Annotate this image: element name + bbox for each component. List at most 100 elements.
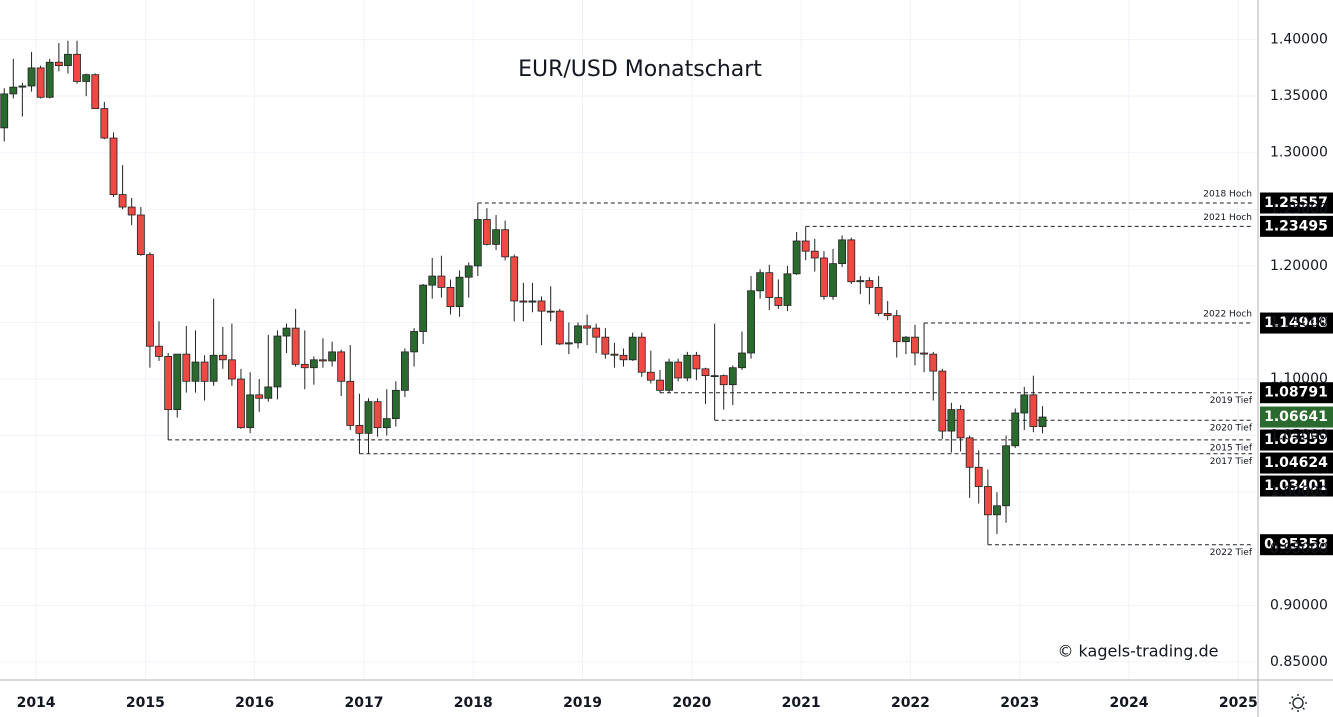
candle-body <box>382 418 391 429</box>
candle-body <box>983 486 992 516</box>
candle-body <box>646 371 655 381</box>
candle-body <box>1011 412 1020 447</box>
candle-body <box>601 336 610 355</box>
candle-body <box>9 86 18 95</box>
candle-body <box>373 401 382 429</box>
candle-body <box>455 276 464 308</box>
candle-body <box>738 352 746 369</box>
level-label: 2017 Tief <box>1210 457 1253 467</box>
candle-body <box>309 359 318 369</box>
candle-body <box>100 108 109 139</box>
candle-body <box>218 354 227 361</box>
candle-body <box>255 394 264 399</box>
candle-body <box>783 273 792 306</box>
settings-icon[interactable] <box>1289 694 1307 712</box>
x-tick-label: 2018 <box>454 695 493 711</box>
candle-body <box>993 505 1001 516</box>
y-tick-label: 0.95000 <box>1270 541 1328 557</box>
y-tick-label: 1.30000 <box>1270 145 1328 161</box>
candle-body <box>555 310 564 345</box>
price-tag: 1.04624 <box>1264 455 1328 471</box>
candle-body <box>892 315 901 343</box>
candle-body <box>155 345 163 357</box>
candle-body <box>747 290 755 354</box>
candle-body <box>328 351 337 362</box>
candle-body <box>665 361 673 391</box>
price-tag-box <box>1260 452 1333 474</box>
candle-body <box>956 409 965 439</box>
candle-body <box>136 214 145 255</box>
candle-body <box>482 219 491 245</box>
price-tag-box <box>1260 215 1333 237</box>
candle-body <box>856 280 865 283</box>
candle-body <box>619 354 628 361</box>
candle-body <box>519 300 528 303</box>
candle-body <box>847 239 856 283</box>
candle-body <box>264 386 273 399</box>
candle-body <box>300 363 309 369</box>
candle-body <box>683 354 692 379</box>
candle-body <box>838 239 846 265</box>
candle-body <box>319 359 327 362</box>
price-tag-box <box>1260 312 1333 334</box>
candle-body <box>874 286 883 314</box>
x-tick-label: 2023 <box>1000 695 1039 711</box>
candle-body <box>1020 394 1029 414</box>
candle-body <box>346 380 355 426</box>
x-tick-label: 2025 <box>1219 695 1258 711</box>
candle-body <box>291 327 300 365</box>
price-tag-box <box>1260 534 1333 556</box>
candle-body <box>118 194 127 208</box>
price-tag: 1.08791 <box>1264 385 1328 401</box>
x-tick-label: 2014 <box>17 695 56 711</box>
candle-body <box>528 300 537 303</box>
candle-body <box>947 409 956 432</box>
candle-body <box>36 67 45 98</box>
candle-body <box>801 240 810 252</box>
candle-body <box>82 74 91 82</box>
price-tag: 1.06359 <box>1264 432 1328 448</box>
candle-body <box>401 351 409 391</box>
candle-body <box>27 67 36 87</box>
y-tick-label: 1.05000 <box>1270 428 1328 444</box>
candle-body <box>810 250 819 259</box>
candle-body <box>592 327 601 338</box>
candle-body <box>209 354 218 382</box>
level-label: 2022 Hoch <box>1203 310 1252 320</box>
candle-body <box>974 466 983 487</box>
y-tick-label: 1.20000 <box>1270 258 1328 274</box>
candle-body <box>902 336 910 343</box>
candle-body <box>920 352 928 355</box>
candle-body <box>546 310 555 313</box>
candle-body <box>965 437 974 468</box>
y-tick-label: 1.35000 <box>1270 88 1328 104</box>
icon-circle <box>1292 697 1304 709</box>
price-tag: 1.14948 <box>1264 315 1328 331</box>
level-label: 2018 Hoch <box>1203 190 1252 200</box>
candle-body <box>492 229 500 245</box>
level-label: 2022 Tief <box>1210 548 1253 558</box>
candle-body <box>537 300 546 312</box>
candle-body <box>419 284 428 332</box>
candle-body <box>865 280 874 288</box>
level-label: 2019 Tief <box>1210 396 1253 406</box>
candle-body <box>282 327 291 337</box>
candle-body <box>391 389 400 420</box>
x-tick-label: 2022 <box>891 695 930 711</box>
candle-body <box>473 219 482 267</box>
candle-body <box>765 272 774 298</box>
candle-body <box>1002 445 1010 507</box>
candle-body <box>628 336 637 361</box>
candle-body <box>18 85 27 88</box>
candle-body <box>200 361 209 382</box>
candle-body <box>246 394 255 429</box>
candle-body <box>719 375 728 386</box>
candle-body <box>109 137 118 196</box>
chart-title: EUR/USD Monatschart <box>518 57 762 82</box>
x-tick-label: 2024 <box>1110 695 1149 711</box>
candle-body <box>355 425 364 434</box>
candle-body <box>410 331 418 353</box>
levels: 2018 Hoch 2021 Hoch 2022 Hoch 2019 Tief 2020… <box>168 190 1253 558</box>
candle-body <box>446 286 455 308</box>
